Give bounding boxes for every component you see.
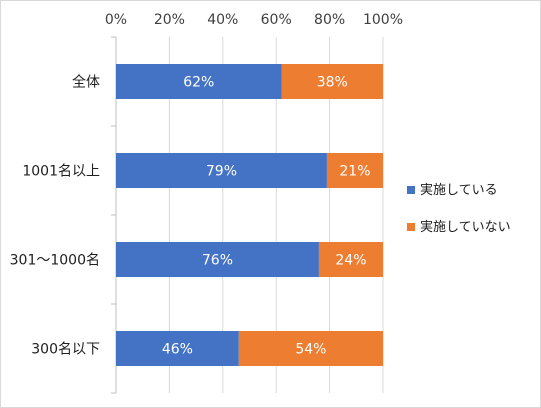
category-label: 300名以下 xyxy=(31,342,100,358)
bar-segment xyxy=(326,153,383,188)
legend-swatch xyxy=(407,186,415,194)
data-label: 54% xyxy=(295,342,326,358)
x-axis-ticks: 0% 20% 40% 60% 80% 100% xyxy=(105,12,403,28)
bars: 62% 38% 79% 21% 76% 24% 46% 54% xyxy=(116,64,383,366)
bar-segment xyxy=(116,242,319,277)
x-tick-label: 0% xyxy=(105,12,127,28)
legend-label: 実施していない xyxy=(420,219,511,235)
category-label: 1001名以上 xyxy=(22,164,100,180)
x-tick-label: 80% xyxy=(314,12,345,28)
bar-segment xyxy=(281,64,383,99)
bar-segment xyxy=(116,153,327,188)
x-tick-label: 100% xyxy=(363,12,403,28)
category-label: 301～1000名 xyxy=(10,253,100,269)
data-label: 24% xyxy=(335,253,366,269)
x-tick-label: 60% xyxy=(261,12,292,28)
data-label: 62% xyxy=(183,75,214,91)
data-label: 46% xyxy=(162,342,193,358)
bar-segment xyxy=(116,64,282,99)
legend-swatch xyxy=(407,223,415,231)
x-tick-label: 40% xyxy=(207,12,238,28)
data-label: 38% xyxy=(317,75,348,91)
bar-segment xyxy=(116,331,239,366)
data-label: 21% xyxy=(339,164,370,180)
category-label: 全体 xyxy=(72,74,100,91)
x-tick-label: 20% xyxy=(154,12,185,28)
bar-segment xyxy=(318,242,383,277)
category-labels: 全体 1001名以上 301～1000名 300名以下 xyxy=(10,74,100,358)
data-label: 79% xyxy=(206,164,237,180)
bar-segment xyxy=(238,331,383,366)
data-label: 76% xyxy=(202,253,233,269)
legend-label: 実施している xyxy=(420,182,498,198)
